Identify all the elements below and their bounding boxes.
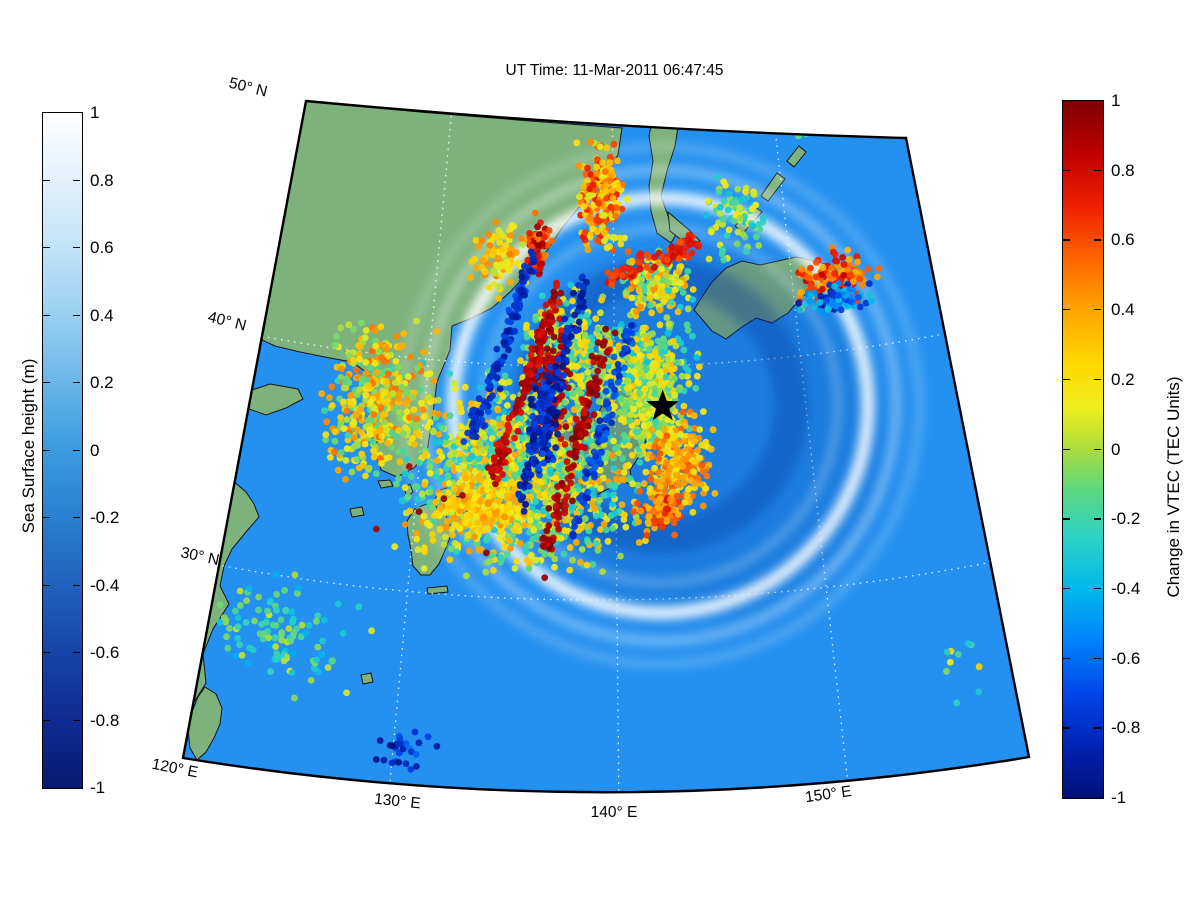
colorbar-tick-label: 0.6 bbox=[1111, 230, 1135, 250]
colorbar-tick-mark bbox=[1063, 378, 1070, 381]
colorbar-tick-mark bbox=[43, 517, 50, 519]
lat-tick-label: 30° N bbox=[179, 544, 221, 569]
landmass bbox=[377, 479, 394, 489]
lat-tick-label: 50° N bbox=[227, 75, 269, 101]
colorbar-tick-mark bbox=[43, 179, 50, 181]
colorbar-tick-label: -0.6 bbox=[90, 643, 120, 662]
colorbar-tick-mark bbox=[1094, 587, 1101, 590]
colorbar-tick-label: 0 bbox=[1111, 439, 1121, 459]
colorbar-tick-mark bbox=[1063, 518, 1070, 520]
tsunami-ring bbox=[398, 143, 923, 668]
tsunami-ring bbox=[446, 191, 875, 620]
colorbar-tick-mark bbox=[73, 719, 80, 721]
colorbar-tick-mark bbox=[73, 179, 80, 181]
landmass bbox=[360, 672, 374, 685]
lon-tick-label: 130° E bbox=[373, 791, 421, 813]
colorbar-tick-mark bbox=[1094, 448, 1101, 450]
colorbar-tick-mark bbox=[43, 719, 50, 721]
colorbar-tick-label: 0.2 bbox=[90, 373, 114, 392]
colorbar-tick-mark bbox=[1063, 239, 1070, 241]
colorbar-tick-label: -1 bbox=[90, 778, 106, 797]
colorbar-tick-label: -0.2 bbox=[90, 508, 120, 527]
colorbar-tick-label: 0 bbox=[90, 440, 100, 460]
colorbar-tick-mark bbox=[1063, 727, 1070, 729]
plot-title: UT Time: 11-Mar-2011 06:47:45 bbox=[505, 62, 724, 79]
colorbar-tick-label: -0.4 bbox=[90, 575, 120, 595]
colorbar-tick-mark bbox=[73, 652, 80, 654]
landmass bbox=[248, 383, 304, 416]
colorbar-tick-mark bbox=[73, 247, 80, 249]
colorbar-tick-label: 1 bbox=[90, 103, 100, 122]
colorbar-tick-label: 0.2 bbox=[1111, 369, 1135, 389]
lat-tick-label: 40° N bbox=[206, 309, 248, 335]
map-border bbox=[181, 99, 1031, 794]
colorbar-tick-mark bbox=[1094, 518, 1101, 520]
colorbar-tick-mark bbox=[43, 584, 50, 586]
colorbar-tick-label: -0.6 bbox=[1111, 648, 1141, 668]
colorbar-tick-label: -0.8 bbox=[90, 710, 120, 730]
colorbar-tick-mark bbox=[43, 247, 50, 249]
colorbar-tick-label: -0.8 bbox=[1111, 718, 1141, 738]
colorbar-tick-label: 0.8 bbox=[90, 170, 114, 190]
epicenter-star bbox=[646, 389, 679, 421]
colorbar-tick-mark bbox=[73, 449, 80, 451]
colorbar-tick-label: 0.4 bbox=[90, 305, 114, 325]
colorbar-tick-mark bbox=[43, 314, 50, 316]
colorbar-tick-mark bbox=[1094, 727, 1101, 729]
vtec-scatter bbox=[216, 110, 983, 773]
colorbar-tick-mark bbox=[1063, 169, 1070, 172]
lon-tick-label: 150° E bbox=[804, 783, 853, 806]
colorbar-tick-mark bbox=[43, 382, 50, 384]
colorbar-tick-mark bbox=[1063, 587, 1070, 590]
landmass bbox=[786, 145, 807, 168]
colorbar-tick-mark bbox=[1094, 657, 1101, 659]
colorbar-tick-mark bbox=[43, 449, 50, 451]
colorbar-tick-label: 0.8 bbox=[1111, 160, 1135, 180]
colorbar-tick-label: 0.4 bbox=[1111, 300, 1135, 320]
lon-tick-label: 140° E bbox=[591, 804, 638, 821]
colorbar-tick-mark bbox=[1094, 309, 1101, 311]
colorbar-tick-mark bbox=[43, 652, 50, 654]
colorbar-tick-mark bbox=[1063, 448, 1070, 450]
colorbar-tick-label: -0.4 bbox=[1111, 578, 1141, 598]
landmass bbox=[426, 585, 449, 595]
colorbar-tick-mark bbox=[73, 517, 80, 519]
colorbar-tick-mark bbox=[73, 314, 80, 316]
colorbar-tick-mark bbox=[1094, 169, 1101, 172]
colorbar-tick-mark bbox=[73, 584, 80, 586]
colorbar-tick-label: 0.6 bbox=[90, 238, 114, 257]
landmass bbox=[349, 506, 365, 518]
colorbar-tick-mark bbox=[1063, 657, 1070, 659]
colorbar-tick-mark bbox=[73, 382, 80, 384]
colorbar-tick-label: -1 bbox=[1111, 788, 1127, 807]
colorbar-tick-mark bbox=[1063, 309, 1070, 311]
colorbar-tick-label: -0.2 bbox=[1111, 509, 1141, 529]
colorbar-tick-mark bbox=[1094, 378, 1101, 381]
colorbar-tick-mark bbox=[1094, 239, 1101, 241]
colorbar-tick-label: 1 bbox=[1111, 91, 1121, 110]
